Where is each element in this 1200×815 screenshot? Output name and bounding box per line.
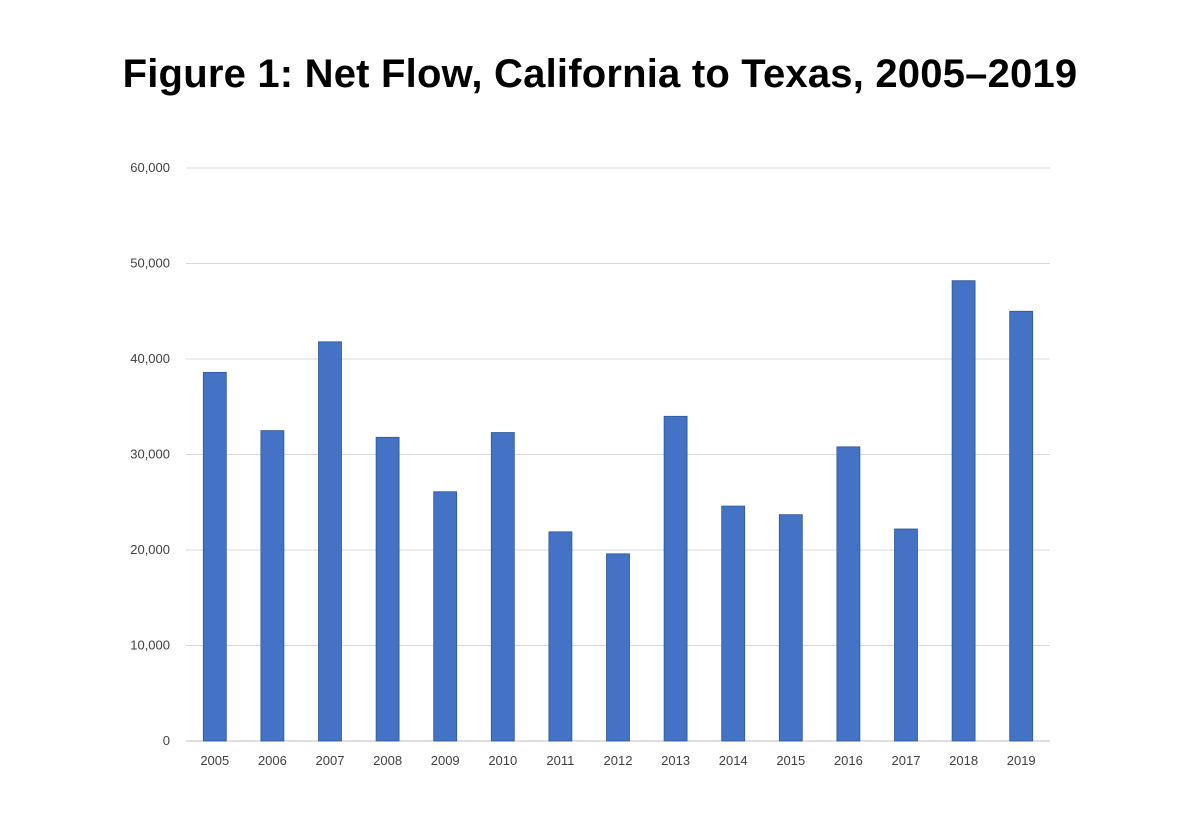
- bar-2007: [318, 341, 342, 742]
- bar-2017: [894, 528, 918, 742]
- x-tick-label-2010: 2010: [488, 753, 517, 768]
- y-tick-label: 0: [163, 733, 170, 748]
- bar-2012: [606, 553, 630, 742]
- x-tick-label-2018: 2018: [949, 753, 978, 768]
- x-tick-label-2017: 2017: [892, 753, 921, 768]
- x-tick-label-2012: 2012: [604, 753, 633, 768]
- x-tick-label-2014: 2014: [719, 753, 748, 768]
- y-tick-label: 30,000: [130, 447, 170, 462]
- x-tick-label-2016: 2016: [834, 753, 863, 768]
- y-tick-label: 20,000: [130, 542, 170, 557]
- x-tick-label-2013: 2013: [661, 753, 690, 768]
- x-tick-label-2009: 2009: [431, 753, 460, 768]
- x-axis-tick-labels: 2005 2006 2007 2008 2009 2010 2011 2012 2013 2014…: [200, 753, 1035, 768]
- chart-title: Figure 1: Net Flow, California to Texas,…: [122, 52, 1078, 96]
- x-tick-label-2006: 2006: [258, 753, 287, 768]
- bar-2011: [548, 531, 573, 742]
- y-axis-tick-labels: 0 10,000 20,000 30,000 40,000 50,000 60,000: [130, 160, 170, 748]
- bar-2009: [433, 491, 458, 742]
- bar-2016: [836, 446, 861, 742]
- bar-2008: [375, 436, 400, 742]
- bar-2019: [1009, 310, 1034, 742]
- bar-2005: [202, 371, 227, 742]
- x-tick-label-2019: 2019: [1007, 753, 1036, 768]
- y-tick-label: 60,000: [130, 160, 170, 175]
- x-tick-label-2007: 2007: [316, 753, 345, 768]
- x-tick-label-2011: 2011: [546, 753, 574, 768]
- y-tick-label: 10,000: [130, 638, 170, 653]
- bar-2006: [260, 430, 285, 742]
- bar-2013: [663, 415, 688, 742]
- bar-2014: [721, 505, 746, 742]
- y-tick-label: 50,000: [130, 256, 170, 271]
- x-tick-label-2015: 2015: [776, 753, 805, 768]
- x-tick-label-2008: 2008: [373, 753, 402, 768]
- bar-2018: [951, 280, 976, 742]
- bar-2015: [778, 514, 803, 742]
- x-tick-label-2005: 2005: [200, 753, 229, 768]
- bar-series: [202, 280, 1034, 742]
- bar-2010: [490, 432, 515, 742]
- y-tick-label: 40,000: [130, 351, 170, 366]
